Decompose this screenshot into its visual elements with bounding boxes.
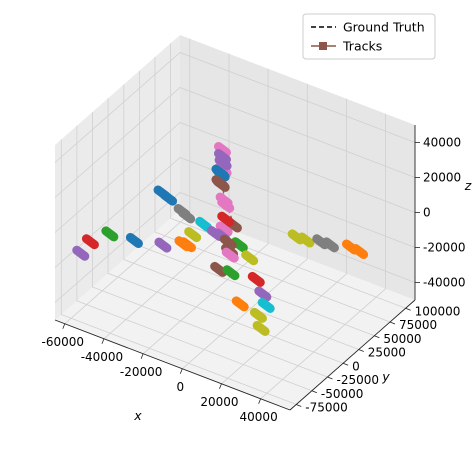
x-tick-label: -40000: [81, 350, 124, 364]
z-tick-label: 0: [423, 206, 431, 220]
x-tick-label: 0: [176, 380, 184, 394]
track-marker: [247, 271, 265, 287]
track-marker: [212, 166, 230, 182]
track-marker: [231, 296, 249, 312]
z-tick-label: 40000: [423, 136, 461, 150]
x-tick-mark: [179, 368, 183, 374]
z-axis-label: z: [464, 178, 472, 193]
y-tick-label: 50000: [383, 332, 421, 346]
track-marker: [230, 237, 248, 253]
legend-tracks-marker: [319, 42, 327, 50]
track-marker: [252, 320, 270, 336]
tick-labels: -60000-40000-2000002000040000-75000-5000…: [42, 136, 466, 424]
y-tick-label: 100000: [415, 304, 461, 318]
x-gridline: [182, 83, 308, 370]
y-tick-label: 75000: [399, 318, 437, 332]
y-tick-label: -75000: [305, 401, 348, 415]
x-axis-line: [54, 319, 291, 411]
track-marker: [249, 307, 267, 323]
x-tick-label: -60000: [42, 335, 85, 349]
x-tick-label: 40000: [240, 410, 278, 424]
y-gridline: [170, 43, 406, 309]
y-tick-mark: [358, 349, 364, 352]
track-marker: [321, 237, 339, 253]
y-tick-label: 0: [352, 359, 360, 373]
floor-pane: [55, 210, 415, 410]
track-marker: [221, 247, 239, 263]
track-marker: [214, 155, 232, 171]
y-axis-line: [289, 299, 416, 411]
x-tick-label: 20000: [200, 395, 238, 409]
x-tick-mark: [62, 323, 66, 329]
x-tick-mark: [140, 353, 144, 359]
legend-tracks-label: Tracks: [342, 39, 382, 54]
track-marker: [214, 149, 231, 164]
z-tick-label: 20000: [423, 171, 461, 185]
y-tick-mark: [296, 404, 302, 407]
track-marker: [297, 232, 315, 248]
track-marker: [160, 190, 178, 206]
z-tick-label: -40000: [423, 276, 466, 290]
y-gridline: [60, 139, 297, 405]
z-gridline: [54, 52, 416, 163]
track-marker: [241, 250, 259, 266]
track-marker: [254, 286, 272, 302]
z-gridline: [54, 87, 416, 198]
track-marker: [101, 226, 119, 242]
x-tick-label: -20000: [120, 365, 163, 379]
x-tick-mark: [101, 338, 105, 344]
track-marker: [222, 265, 240, 281]
y-tick-mark: [405, 307, 411, 311]
track-marker: [179, 237, 196, 253]
track-marker: [217, 211, 235, 227]
legend: Ground Truth Tracks: [302, 13, 436, 60]
legend-frame: [302, 13, 436, 60]
z-tick-label: -20000: [423, 241, 466, 255]
grid-lines: [54, 38, 416, 405]
track-marker: [217, 197, 235, 213]
z-gridline: [54, 192, 416, 303]
y-tick-mark: [342, 362, 349, 366]
track-marker: [81, 234, 99, 250]
y-axis-label: y: [381, 369, 390, 384]
x-gridline: [260, 113, 387, 400]
y-tick-label: -50000: [321, 387, 364, 401]
track-marker: [195, 216, 213, 232]
y-gridline: [123, 84, 359, 350]
y-tick-label: 25000: [368, 346, 406, 360]
track-marker: [257, 297, 275, 313]
track-marker: [184, 227, 202, 243]
x-tick-mark: [219, 383, 222, 389]
legend-ground-truth-label: Ground Truth: [343, 20, 425, 35]
y-tick-mark: [374, 335, 380, 339]
x-axis-label: x: [133, 408, 142, 423]
y-tick-mark: [389, 321, 396, 325]
track-marker: [125, 233, 143, 248]
track-marker: [214, 142, 231, 157]
track-marker: [351, 244, 369, 260]
track-marker: [178, 208, 196, 224]
z-gridline: [54, 122, 416, 233]
y-gridline: [154, 57, 391, 323]
track-marker: [219, 234, 237, 250]
z-gridline: [54, 157, 416, 268]
x-gridline: [142, 68, 269, 355]
y-gridline: [92, 112, 328, 378]
y-tick-label: -25000: [337, 373, 380, 387]
track-marker: [72, 245, 90, 261]
y-gridline: [76, 125, 313, 392]
y-tick-mark: [311, 390, 318, 394]
axis-labels: x y z: [133, 178, 471, 423]
x-tick-mark: [258, 398, 261, 404]
track-marker: [212, 176, 230, 192]
track-marker: [215, 221, 233, 237]
x-gridline: [221, 98, 347, 385]
track-marker: [154, 237, 172, 253]
y-tick-mark: [327, 376, 333, 380]
track-marker: [210, 261, 228, 277]
data-marks: [72, 142, 369, 336]
